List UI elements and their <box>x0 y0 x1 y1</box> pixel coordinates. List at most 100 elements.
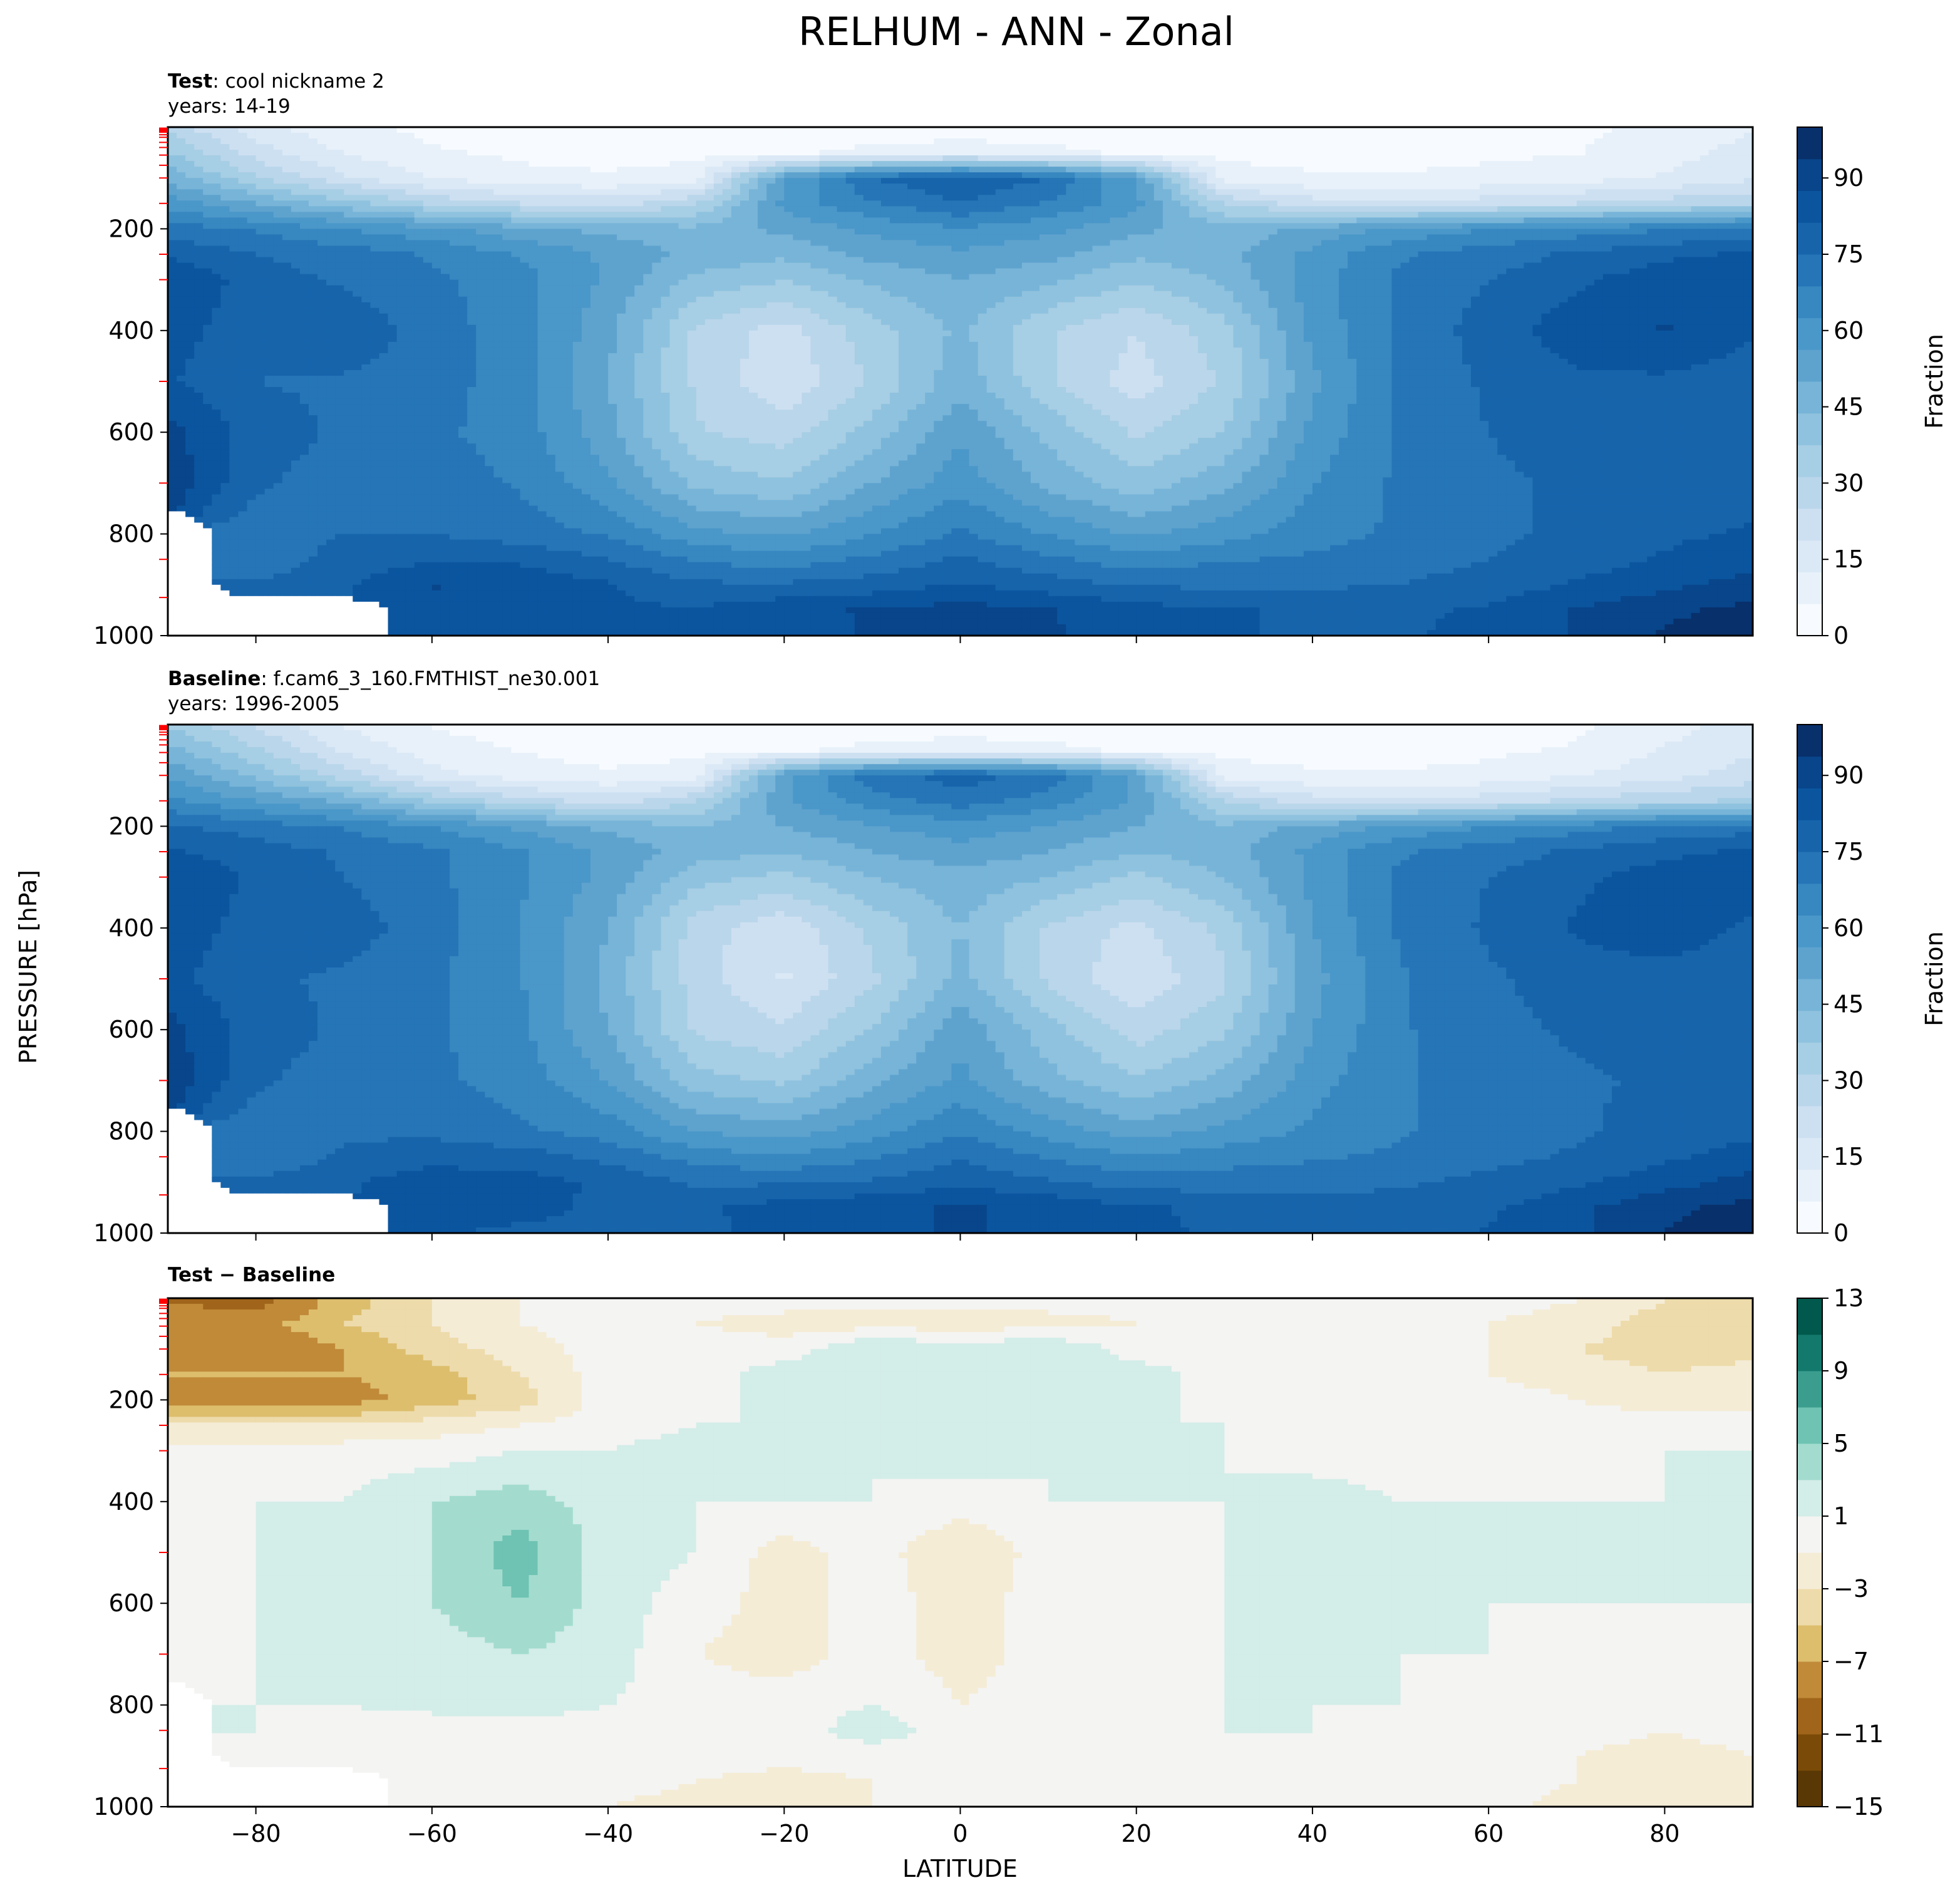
field-cell <box>749 144 758 150</box>
field-cell <box>493 274 503 281</box>
field-cell <box>1101 189 1111 195</box>
field-cell <box>1145 279 1155 286</box>
field-cell <box>626 257 635 264</box>
field-cell <box>1118 262 1128 269</box>
field-cell <box>1462 172 1472 178</box>
field-cell <box>819 229 829 235</box>
field-cell <box>370 200 380 207</box>
field-cell <box>1101 161 1111 167</box>
field-cell <box>361 183 371 190</box>
field-cell <box>661 189 671 195</box>
field-cell <box>414 223 424 229</box>
field-cell <box>379 245 389 252</box>
field-cell <box>722 167 732 173</box>
field-cell <box>634 138 644 145</box>
field-cell <box>775 234 785 241</box>
field-cell <box>1286 150 1296 156</box>
field-cell <box>1602 240 1612 247</box>
field-cell <box>581 212 591 218</box>
field-cell <box>1303 279 1313 286</box>
field-cell <box>273 274 283 281</box>
field-cell <box>511 138 521 145</box>
field-cell <box>1426 155 1436 162</box>
field-cell <box>722 178 732 184</box>
field-cell <box>379 274 389 281</box>
field-cell <box>722 189 732 195</box>
field-cell <box>890 251 899 258</box>
field-cell <box>555 206 565 212</box>
field-cell <box>291 268 301 275</box>
field-cell <box>555 138 565 145</box>
field-cell <box>326 127 336 133</box>
field-cell <box>713 127 723 133</box>
field-cell <box>1242 183 1252 190</box>
field-cell <box>308 133 318 139</box>
field-cell <box>934 212 943 218</box>
field-cell <box>1743 268 1753 275</box>
field-cell <box>405 195 415 201</box>
field-cell <box>590 212 600 218</box>
field-cell <box>449 234 459 241</box>
field-cell <box>722 138 732 145</box>
field-cell <box>1743 245 1753 252</box>
field-cell <box>405 172 415 178</box>
field-cell <box>819 257 829 264</box>
field-cell <box>405 161 415 167</box>
field-cell <box>1303 150 1313 156</box>
field-cell <box>793 251 802 258</box>
field-cell <box>229 195 239 201</box>
field-cell <box>819 251 829 258</box>
field-cell <box>1735 240 1745 247</box>
field-cell <box>555 144 565 150</box>
field-cell <box>238 127 248 133</box>
field-cell <box>969 161 979 167</box>
field-cell <box>1030 178 1040 184</box>
field-cell <box>775 240 785 247</box>
field-cell <box>899 234 908 241</box>
field-cell <box>1594 178 1604 184</box>
field-cell <box>1339 262 1348 269</box>
field-cell <box>749 138 758 145</box>
field-cell <box>828 212 838 218</box>
field-cell <box>802 274 812 281</box>
field-cell <box>291 212 301 218</box>
field-cell <box>986 240 996 247</box>
field-cell <box>511 189 521 195</box>
field-cell <box>177 217 186 224</box>
field-cell <box>1488 150 1498 156</box>
field-cell <box>273 183 283 190</box>
field-cell <box>1691 217 1701 224</box>
field-cell <box>986 279 996 286</box>
field-cell <box>802 144 812 150</box>
field-cell <box>1242 133 1252 139</box>
field-cell <box>1153 279 1163 286</box>
field-cell <box>626 274 635 281</box>
field-cell <box>1664 245 1674 252</box>
field-cell <box>1127 257 1137 264</box>
field-cell <box>1198 155 1207 162</box>
field-cell <box>1066 217 1075 224</box>
field-cell <box>1621 144 1630 150</box>
field-cell <box>1576 268 1586 275</box>
field-cell <box>1462 229 1472 235</box>
figure-title: RELHUM - ANN - Zonal <box>798 9 1234 54</box>
field-cell <box>1180 212 1190 218</box>
field-cell <box>502 206 512 212</box>
field-cell <box>493 212 503 218</box>
field-cell <box>1453 138 1463 145</box>
field-cell <box>960 133 970 139</box>
field-cell <box>934 167 943 173</box>
field-cell <box>1391 251 1401 258</box>
field-cell <box>1365 167 1375 173</box>
field-cell <box>1153 245 1163 252</box>
field-cell <box>669 257 679 264</box>
field-cell <box>599 279 609 286</box>
field-cell <box>308 251 318 258</box>
field-cell <box>1127 245 1137 252</box>
field-cell <box>1708 172 1718 178</box>
field-cell <box>819 262 829 269</box>
field-cell <box>1418 274 1428 281</box>
field-cell <box>308 229 318 235</box>
field-cell <box>529 240 539 247</box>
field-cell <box>220 251 230 258</box>
